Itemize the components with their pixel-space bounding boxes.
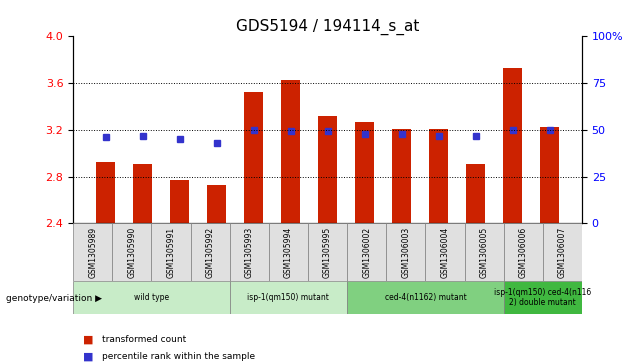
- FancyBboxPatch shape: [269, 223, 308, 281]
- Text: GSM1305989: GSM1305989: [88, 227, 97, 278]
- Bar: [318, 116, 337, 223]
- FancyBboxPatch shape: [425, 223, 464, 281]
- Text: GSM1306005: GSM1306005: [480, 227, 488, 278]
- Text: isp-1(qm150) ced-4(n116
2) double mutant: isp-1(qm150) ced-4(n116 2) double mutant: [494, 288, 591, 307]
- Title: GDS5194 / 194114_s_at: GDS5194 / 194114_s_at: [236, 19, 419, 35]
- Bar: [170, 180, 189, 223]
- Text: ■: ■: [83, 334, 93, 344]
- Text: wild type: wild type: [134, 293, 169, 302]
- Text: GSM1305990: GSM1305990: [127, 227, 136, 278]
- FancyBboxPatch shape: [73, 223, 113, 281]
- FancyBboxPatch shape: [73, 281, 230, 314]
- Text: GSM1306003: GSM1306003: [401, 227, 410, 278]
- FancyBboxPatch shape: [543, 223, 582, 281]
- Text: GSM1306007: GSM1306007: [558, 227, 567, 278]
- Text: genotype/variation ▶: genotype/variation ▶: [6, 294, 102, 303]
- Text: isp-1(qm150) mutant: isp-1(qm150) mutant: [247, 293, 329, 302]
- FancyBboxPatch shape: [347, 223, 386, 281]
- Bar: [392, 129, 411, 223]
- Text: GSM1305995: GSM1305995: [323, 227, 332, 278]
- Bar: [466, 164, 485, 223]
- Text: GSM1305992: GSM1305992: [205, 227, 214, 278]
- Bar: [244, 93, 263, 223]
- FancyBboxPatch shape: [464, 223, 504, 281]
- Text: ■: ■: [83, 351, 93, 362]
- Bar: [429, 129, 448, 223]
- Text: GSM1306004: GSM1306004: [441, 227, 450, 278]
- Bar: [281, 79, 300, 223]
- FancyBboxPatch shape: [504, 281, 582, 314]
- FancyBboxPatch shape: [191, 223, 230, 281]
- FancyBboxPatch shape: [113, 223, 151, 281]
- Text: GSM1306002: GSM1306002: [362, 227, 371, 278]
- Text: percentile rank within the sample: percentile rank within the sample: [102, 352, 255, 361]
- FancyBboxPatch shape: [230, 281, 347, 314]
- FancyBboxPatch shape: [386, 223, 425, 281]
- Text: GSM1305994: GSM1305994: [284, 227, 293, 278]
- FancyBboxPatch shape: [504, 223, 543, 281]
- Bar: [207, 185, 226, 223]
- Text: GSM1305993: GSM1305993: [245, 227, 254, 278]
- Bar: [356, 122, 374, 223]
- Bar: [96, 163, 114, 223]
- Text: transformed count: transformed count: [102, 335, 186, 344]
- Text: GSM1305991: GSM1305991: [167, 227, 176, 278]
- Text: ced-4(n1162) mutant: ced-4(n1162) mutant: [385, 293, 466, 302]
- FancyBboxPatch shape: [230, 223, 269, 281]
- Bar: [503, 68, 522, 223]
- FancyBboxPatch shape: [151, 223, 191, 281]
- Text: GSM1306006: GSM1306006: [519, 227, 528, 278]
- Bar: [541, 127, 559, 223]
- FancyBboxPatch shape: [347, 281, 504, 314]
- Bar: [134, 164, 152, 223]
- FancyBboxPatch shape: [308, 223, 347, 281]
